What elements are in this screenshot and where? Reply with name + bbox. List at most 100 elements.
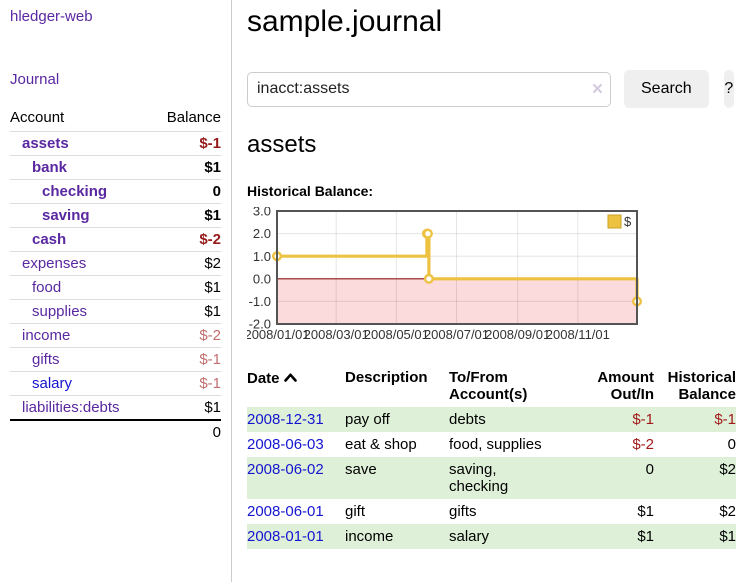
tx-description-cell: income: [345, 528, 394, 545]
sidebar: hledger-web Journal Account Balance asse…: [0, 0, 232, 582]
account-link-expenses[interactable]: expenses: [22, 255, 87, 272]
tx-balance-cell: $2: [719, 461, 736, 478]
account-balance: $1: [151, 395, 221, 420]
svg-text:2008/07/01: 2008/07/01: [424, 327, 489, 342]
account-balance: $-1: [151, 371, 221, 396]
search-input[interactable]: [247, 71, 611, 107]
account-heading: assets: [247, 131, 317, 158]
svg-text:1.0: 1.0: [253, 249, 271, 264]
accounts-total-row: 0: [10, 419, 221, 444]
accounts-header-balance: Balance: [166, 109, 221, 126]
account-link-food[interactable]: food: [32, 279, 62, 296]
account-link-saving[interactable]: saving: [42, 207, 90, 224]
account-row: food $1: [10, 275, 221, 300]
account-row: expenses $2: [10, 251, 221, 276]
page-title: sample.journal: [247, 5, 443, 38]
main-content: sample.journal × Search ? assets Histori…: [232, 0, 742, 549]
svg-text:2.0: 2.0: [253, 226, 271, 241]
tx-accounts-cell: saving, checking: [449, 461, 509, 495]
account-balance: $-1: [151, 131, 221, 156]
account-link-checking[interactable]: checking: [42, 183, 108, 200]
account-row: bank $1: [10, 155, 221, 180]
account-link-assets[interactable]: assets: [22, 135, 69, 152]
sidebar-item-journal[interactable]: Journal: [10, 71, 60, 88]
tx-amount-cell: $1: [637, 503, 654, 520]
account-row: salary $-1: [10, 371, 221, 396]
account-balance: $1: [151, 299, 221, 324]
account-balance: $2: [151, 251, 221, 276]
account-link-salary[interactable]: salary: [32, 375, 73, 392]
tx-date-cell: 2008-06-03: [247, 432, 345, 457]
tx-amount-cell: $-2: [632, 436, 654, 453]
transaction-row[interactable]: 2008-12-31 pay off debts $-1 $-1: [247, 407, 736, 432]
transaction-row[interactable]: 2008-01-01 income salary $1 $1: [247, 524, 736, 549]
account-balance: $1: [151, 203, 221, 228]
svg-text:-1.0: -1.0: [249, 294, 271, 309]
tx-date-link[interactable]: 2008-01-01: [247, 528, 324, 545]
svg-text:2008/09/01: 2008/09/01: [485, 327, 550, 342]
svg-text:2008/01/01: 2008/01/01: [247, 327, 310, 342]
account-row: gifts $-1: [10, 347, 221, 372]
tx-date-link[interactable]: 2008-12-31: [247, 411, 324, 428]
help-button[interactable]: ?: [723, 70, 734, 108]
transactions-table: Date Description To/From Account(s) Amou…: [247, 367, 736, 549]
transaction-row[interactable]: 2008-06-02 save saving, checking 0 $2: [247, 457, 736, 499]
transaction-row[interactable]: 2008-06-03 eat & shop food, supplies $-2 0: [247, 432, 736, 457]
account-balance: 0: [151, 179, 221, 204]
account-link-gifts[interactable]: gifts: [32, 351, 60, 368]
search-form: × Search ?: [247, 70, 734, 108]
tx-description-cell: save: [345, 461, 377, 478]
tx-amount-cell: 0: [645, 461, 654, 478]
tx-balance-cell: 0: [727, 436, 736, 453]
account-balance: $1: [151, 275, 221, 300]
account-link-cash[interactable]: cash: [32, 231, 67, 248]
account-balance: $-2: [151, 323, 221, 348]
tx-date-link[interactable]: 2008-06-03: [247, 436, 324, 453]
svg-text:$: $: [624, 214, 632, 229]
svg-text:2008/03/01: 2008/03/01: [304, 327, 369, 342]
tx-header-balance: Historical Balance: [667, 369, 736, 403]
chart-label: Historical Balance:: [247, 183, 374, 199]
tx-balance-cell: $2: [719, 503, 736, 520]
account-link-bank[interactable]: bank: [32, 159, 68, 176]
svg-text:0.0: 0.0: [253, 271, 271, 286]
account-row: liabilities:debts $1: [10, 395, 221, 420]
tx-accounts-cell: salary: [449, 528, 490, 545]
account-link-income[interactable]: income: [22, 327, 71, 344]
tx-description-cell: pay off: [345, 411, 390, 428]
accounts-total-value: 0: [151, 419, 221, 444]
tx-date-link[interactable]: 2008-06-01: [247, 503, 324, 520]
transaction-row[interactable]: 2008-06-01 gift gifts $1 $2: [247, 499, 736, 524]
clear-search-icon[interactable]: ×: [591, 78, 603, 100]
tx-header-date[interactable]: Date: [247, 367, 345, 407]
tx-description-cell: eat & shop: [345, 436, 417, 453]
svg-text:2008/05/01: 2008/05/01: [364, 327, 429, 342]
historical-balance-chart: 3.0 2.0 1.0 0.0 -1.0 -2.0 2008/01/01 2008/03/01…: [247, 207, 734, 343]
account-balance: $-2: [151, 227, 221, 252]
account-link-supplies[interactable]: supplies: [32, 303, 88, 320]
tx-header-accounts: To/From Account(s): [449, 369, 528, 403]
tx-amount-cell: $1: [637, 528, 654, 545]
account-row: income $-2: [10, 323, 221, 348]
svg-text:3.0: 3.0: [253, 207, 271, 219]
tx-accounts-cell: food, supplies: [449, 436, 542, 453]
tx-balance-cell: $-1: [714, 411, 736, 428]
tx-accounts-cell: debts: [449, 411, 486, 428]
accounts-header-account: Account: [10, 109, 65, 126]
svg-text:2008/11/01: 2008/11/01: [546, 327, 610, 342]
tx-header-amount: Amount Out/In: [597, 369, 654, 403]
tx-amount-cell: $-1: [632, 411, 654, 428]
search-button[interactable]: Search: [624, 70, 709, 108]
tx-accounts-cell: gifts: [449, 503, 477, 520]
chart-canvas: 3.0 2.0 1.0 0.0 -1.0 -2.02008/01/012008/03/01…: [247, 207, 643, 342]
tx-date-cell: 2008-12-31: [247, 407, 345, 432]
account-balance: $-1: [151, 347, 221, 372]
account-link-liabilities-debts[interactable]: liabilities:debts: [22, 399, 120, 416]
app-brand-link[interactable]: hledger-web: [10, 8, 93, 25]
account-row: supplies $1: [10, 299, 221, 324]
accounts-table: Account Balance assets $-1 bank $1 checking 0…: [10, 106, 221, 444]
account-row: checking 0: [10, 179, 221, 204]
tx-header-description: Description: [345, 369, 428, 386]
tx-date-link[interactable]: 2008-06-02: [247, 461, 324, 478]
svg-text:-2.0: -2.0: [249, 317, 271, 332]
